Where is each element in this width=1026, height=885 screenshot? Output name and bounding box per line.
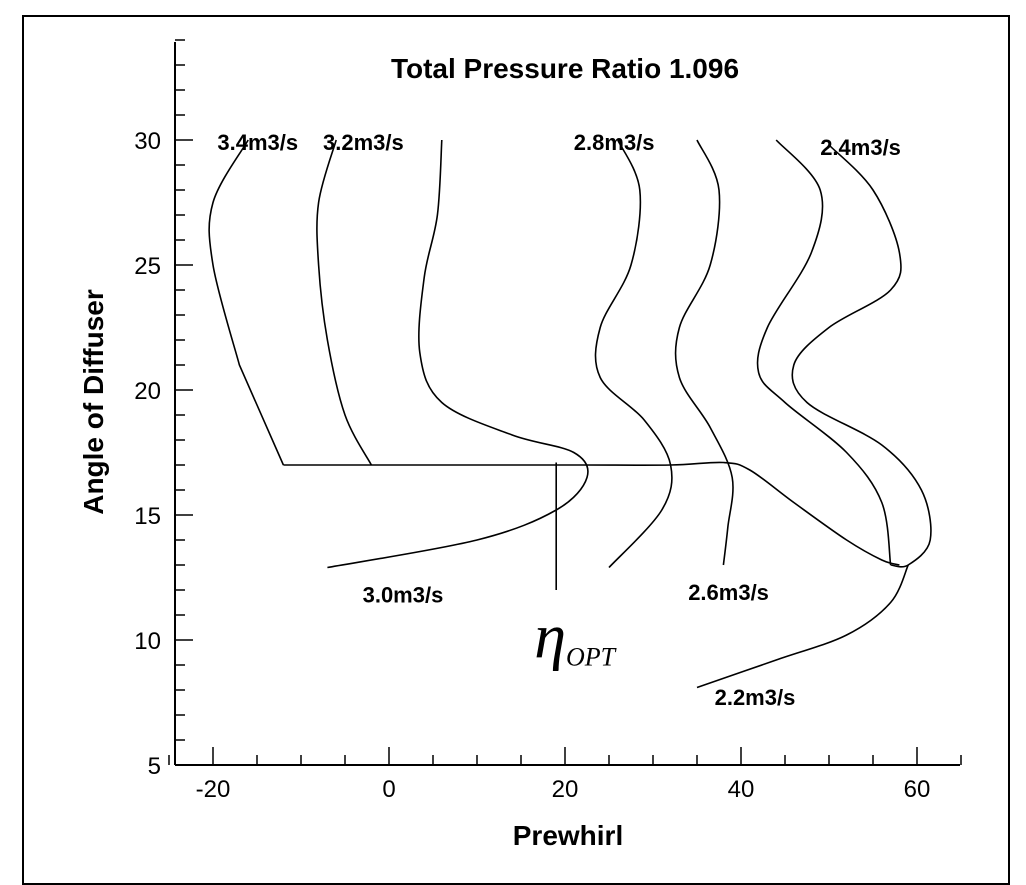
eta-opt-label: ηOPT — [534, 601, 616, 672]
y-tick-label: 25 — [134, 253, 161, 280]
series-line-1 — [316, 139, 373, 466]
curve-label: 2.6m3/s — [688, 580, 769, 605]
labels-group: 3.4m3/s 3.2m3/s 2.8m3/s 2.4m3/s 3.0m3/s 2.6m3… — [217, 130, 901, 710]
series-group — [208, 139, 932, 689]
y-tick-label: 10 — [134, 628, 161, 655]
series-line-6 — [791, 144, 932, 568]
y-tick-label: 30 — [134, 128, 161, 155]
series-line-5 — [756, 139, 892, 566]
x-tick-label: 40 — [728, 776, 755, 803]
y-tick-label: 5 — [148, 753, 161, 780]
x-tick-label: 0 — [382, 776, 395, 803]
axes: -20 0 20 40 60 5 10 15 20 25 30 — [134, 39, 962, 803]
series-line-8 — [283, 461, 900, 566]
y-axis-label: Angle of Diffuser — [78, 289, 109, 515]
chart: Total Pressure Ratio 1.096 Prewhirl Angl… — [78, 39, 962, 851]
curve-label: 2.4m3/s — [820, 135, 901, 160]
y-tick-label: 15 — [134, 503, 161, 530]
series-line-2 — [327, 139, 589, 569]
curve-label: 3.2m3/s — [323, 130, 404, 155]
curve-label: 2.2m3/s — [715, 685, 796, 710]
series-line-4 — [674, 139, 734, 566]
curve-label: 2.8m3/s — [574, 130, 655, 155]
x-tick-label: -20 — [196, 776, 231, 803]
eta-symbol: η — [534, 601, 566, 672]
y-tick-label: 20 — [134, 378, 161, 405]
x-axis-label: Prewhirl — [513, 820, 623, 851]
series-line-0 — [208, 139, 285, 466]
chart-title: Total Pressure Ratio 1.096 — [391, 53, 739, 84]
curve-label: 3.0m3/s — [363, 583, 444, 608]
x-tick-label: 20 — [552, 776, 579, 803]
x-tick-label: 60 — [904, 776, 931, 803]
eta-subscript: OPT — [566, 643, 617, 672]
series-line-7 — [696, 564, 909, 689]
series-line-3 — [594, 139, 673, 569]
curve-label: 3.4m3/s — [217, 130, 298, 155]
